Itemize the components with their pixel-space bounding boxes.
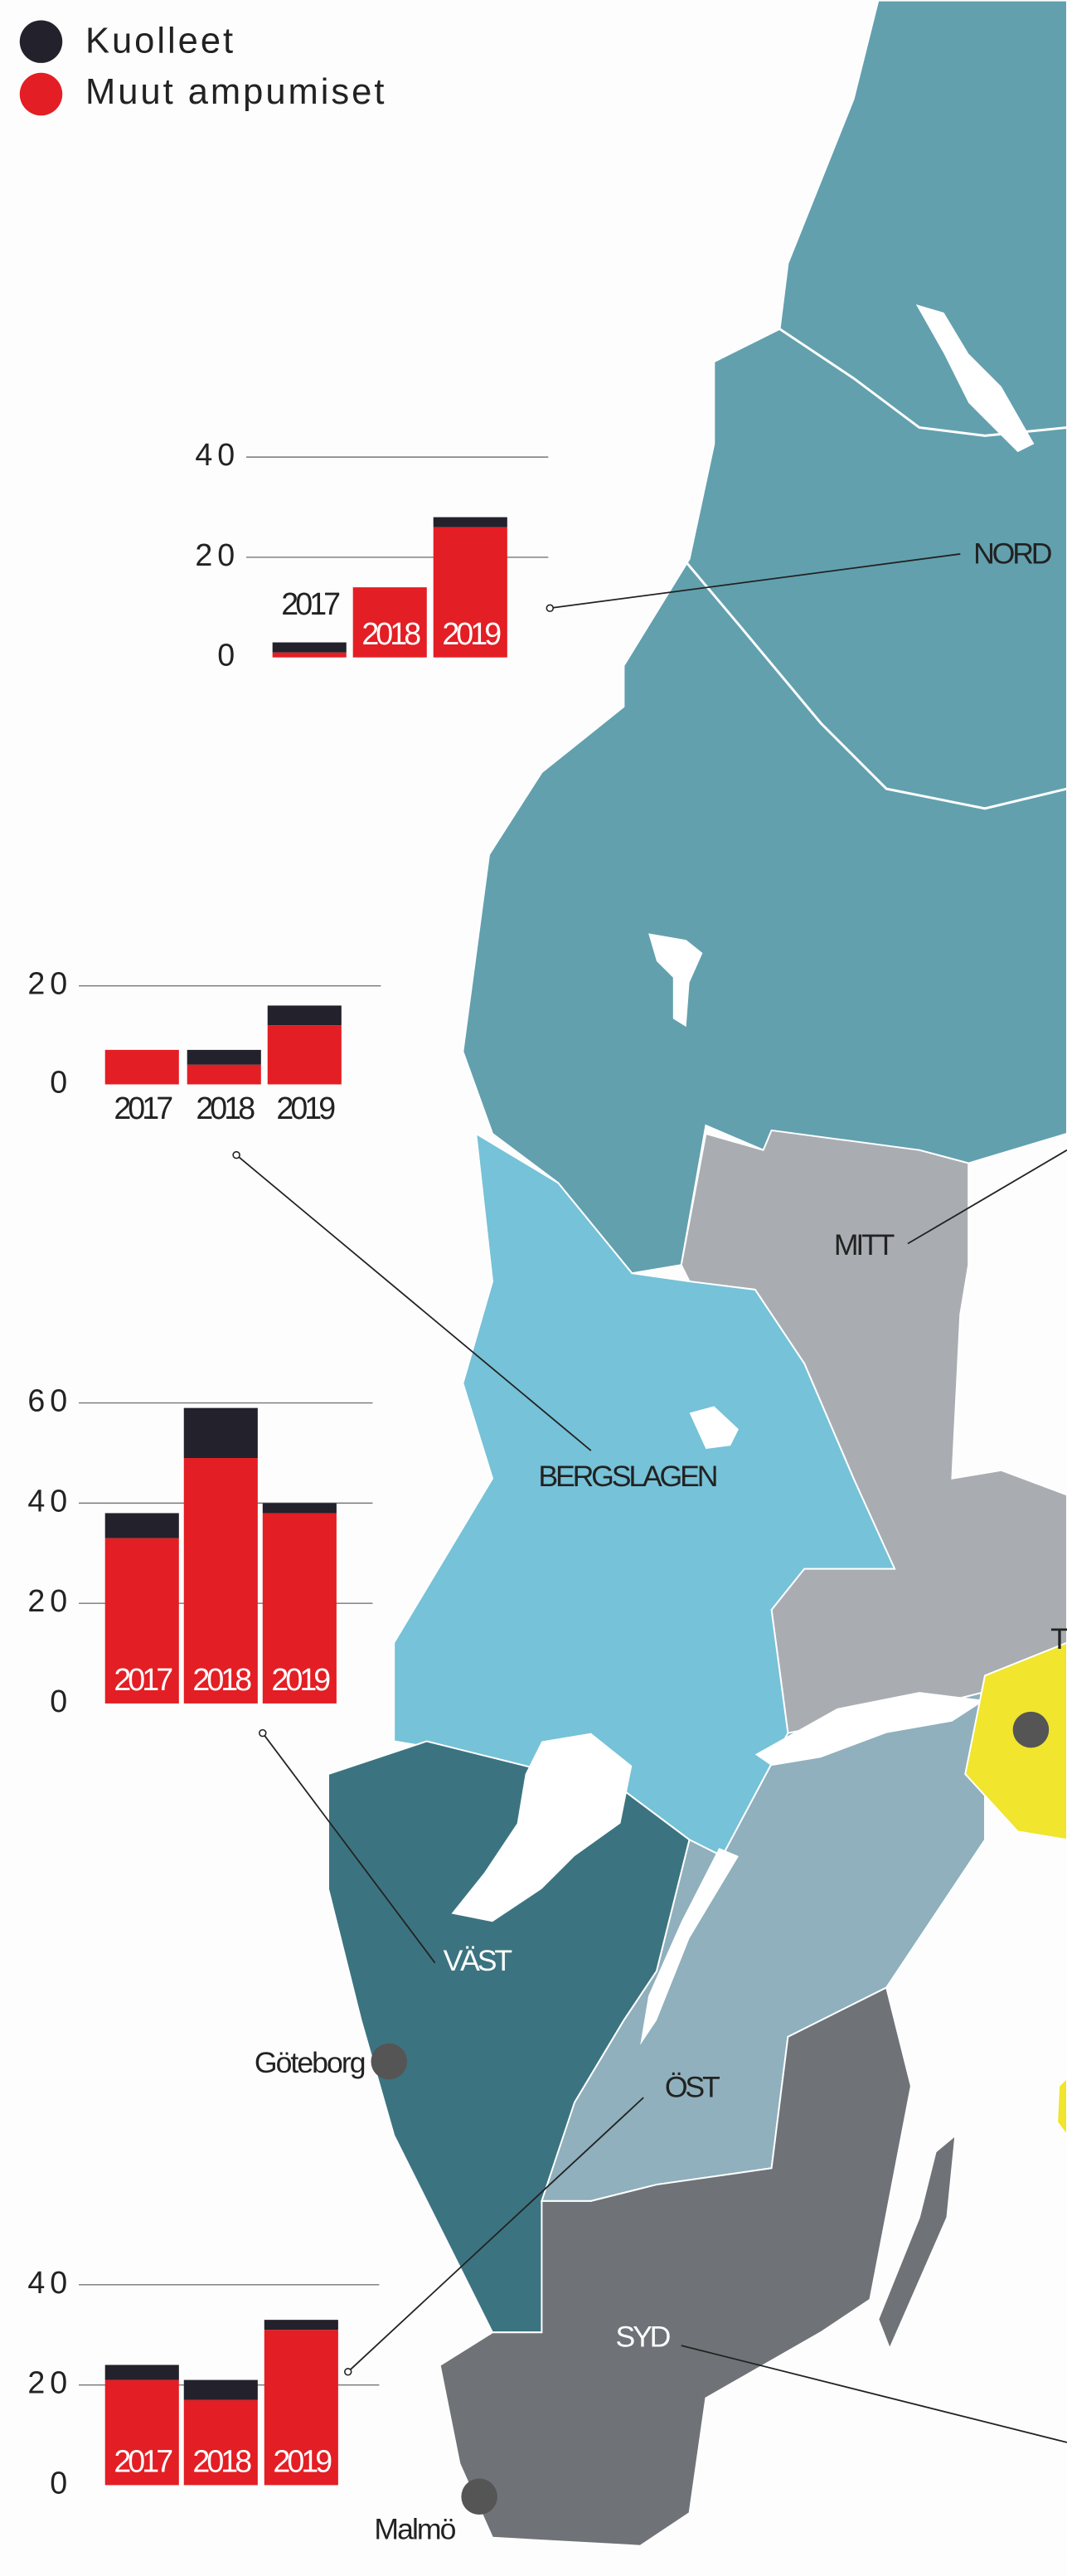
city-label: Göteborg — [255, 2046, 365, 2079]
city-dot — [1012, 1711, 1050, 1748]
bar-segment — [267, 1005, 342, 1026]
connector-end — [259, 1728, 267, 1738]
connector — [907, 1149, 1067, 1245]
region-syd — [439, 1986, 912, 2547]
legend-swatch — [19, 20, 63, 63]
city-dot — [461, 2478, 497, 2515]
bar-segment — [183, 2399, 258, 2486]
y-tick-label: 0 — [50, 1684, 72, 1718]
map — [327, 0, 1067, 2547]
bar-segment — [352, 587, 427, 658]
region-label: ÖST — [665, 2071, 720, 2104]
region-label: MITT — [834, 1228, 895, 1261]
y-tick-label: 0 — [50, 2465, 72, 2500]
bar-segment — [433, 517, 507, 527]
lake — [451, 1733, 633, 1922]
bar-segment — [264, 2330, 338, 2486]
bar-segment — [183, 1407, 258, 1459]
x-tick-label: 2018 — [192, 2444, 251, 2479]
x-tick-label: 2019 — [273, 2444, 332, 2479]
legend-label: Kuolleet — [85, 22, 235, 61]
region-stockholm — [964, 1641, 1067, 1841]
bar-segment — [262, 1503, 337, 1514]
bar-segment — [183, 2379, 258, 2400]
x-tick-label: 2018 — [192, 1662, 251, 1697]
y-tick-label: 20 — [195, 537, 240, 572]
island — [877, 2133, 957, 2351]
bar-segment — [104, 1538, 179, 1704]
region-label: NORD — [973, 537, 1052, 570]
bar-segment — [264, 2320, 338, 2331]
connector — [347, 2097, 644, 2373]
bar-segment — [187, 1064, 261, 1085]
bar-segment — [267, 1025, 342, 1085]
bar-segment — [262, 1513, 337, 1704]
x-tick-label: 2017 — [114, 2444, 172, 2479]
bar-segment — [433, 527, 507, 658]
bar-segment — [272, 642, 347, 653]
region-stockholm — [1056, 2076, 1067, 2137]
legend-label: Muut ampumiset — [85, 72, 386, 112]
bar-segment — [272, 652, 347, 658]
lake — [915, 304, 1035, 453]
region-label: VÄST — [444, 1944, 512, 1977]
lake — [648, 933, 703, 1028]
border — [685, 561, 1067, 810]
city-label: Malmö — [374, 2512, 455, 2545]
connector-end — [232, 1150, 240, 1159]
lake — [754, 1692, 985, 1767]
y-tick-label: 40 — [195, 437, 240, 472]
bar-segment — [104, 1513, 179, 1538]
y-tick-label: 20 — [27, 2365, 72, 2400]
region-label: BERGSLAGEN — [538, 1460, 715, 1493]
region-label: T — [1050, 1622, 1067, 1655]
y-tick-label: 40 — [27, 1483, 72, 1518]
y-tick-label: 40 — [27, 2265, 72, 2300]
bar-segment — [104, 1049, 179, 1085]
x-tick-label: 2017 — [114, 1091, 172, 1125]
x-tick-label: 2018 — [196, 1091, 255, 1125]
connector — [550, 553, 961, 610]
legend: Kuolleet Muut ampumiset — [19, 20, 386, 116]
x-tick-label: 2017 — [281, 586, 340, 621]
connectors — [232, 553, 1067, 2443]
bar-segment — [104, 2365, 179, 2380]
bar-segment — [183, 1458, 258, 1704]
x-tick-label: 2017 — [114, 1662, 172, 1697]
x-tick-label: 2019 — [442, 616, 501, 651]
bar-segment — [187, 1049, 261, 1065]
connector-end — [546, 604, 555, 613]
lake — [689, 1406, 739, 1450]
x-tick-label: 2018 — [361, 616, 420, 651]
region-label: SYD — [615, 2321, 670, 2354]
connector — [235, 1154, 592, 1451]
connector — [681, 2345, 1067, 2443]
lake — [640, 1848, 739, 2045]
city-dot — [371, 2043, 408, 2080]
x-tick-label: 2019 — [276, 1091, 335, 1125]
y-tick-label: 20 — [27, 966, 72, 1001]
connector — [262, 1733, 436, 1964]
y-tick-label: 20 — [27, 1583, 72, 1618]
y-tick-label: 0 — [50, 1064, 72, 1099]
y-tick-label: 60 — [27, 1383, 72, 1418]
legend-swatch — [19, 72, 63, 116]
region-nord — [462, 0, 1067, 1275]
y-tick-label: 0 — [217, 638, 240, 673]
bar-segment — [104, 2379, 179, 2486]
connector-end — [344, 2368, 352, 2376]
x-tick-label: 2019 — [271, 1662, 330, 1697]
